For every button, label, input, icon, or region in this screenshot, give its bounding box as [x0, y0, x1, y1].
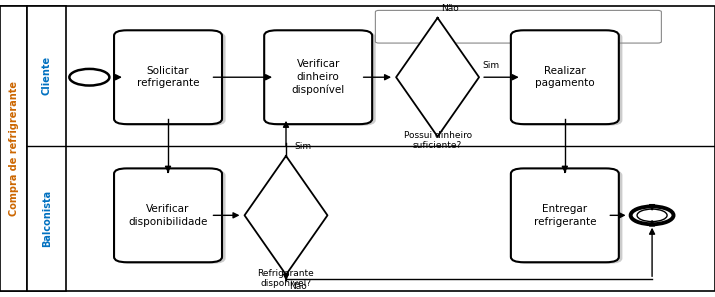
Text: Sim: Sim — [295, 143, 312, 151]
FancyBboxPatch shape — [265, 30, 372, 124]
FancyBboxPatch shape — [267, 32, 376, 126]
FancyBboxPatch shape — [515, 32, 622, 126]
FancyBboxPatch shape — [511, 30, 618, 124]
Bar — [27, 6, 66, 291]
FancyBboxPatch shape — [511, 168, 618, 262]
FancyBboxPatch shape — [114, 168, 222, 262]
Polygon shape — [396, 18, 479, 137]
FancyBboxPatch shape — [515, 170, 622, 264]
Text: Verificar
disponibilidade: Verificar disponibilidade — [128, 204, 208, 227]
Text: Sim: Sim — [483, 61, 500, 70]
Circle shape — [631, 206, 674, 224]
Text: Não: Não — [441, 4, 459, 13]
Bar — [0, 6, 27, 291]
Polygon shape — [245, 156, 327, 275]
Text: Possui dinheiro
suficiente?: Possui dinheiro suficiente? — [403, 131, 472, 150]
Circle shape — [637, 209, 667, 222]
Text: Entregar
refrigerante: Entregar refrigerante — [533, 204, 596, 227]
Text: Refrigerante
disponível?: Refrigerante disponível? — [257, 269, 315, 288]
Text: Verificar
dinheiro
disponível: Verificar dinheiro disponível — [292, 59, 345, 95]
Text: Compra de refrigrerante: Compra de refrigrerante — [9, 81, 19, 216]
Text: Realizar
pagamento: Realizar pagamento — [535, 66, 595, 89]
Circle shape — [69, 69, 109, 86]
FancyBboxPatch shape — [114, 30, 222, 124]
Text: Cliente: Cliente — [42, 56, 51, 95]
FancyBboxPatch shape — [117, 170, 226, 264]
FancyBboxPatch shape — [117, 32, 226, 126]
Text: Não: Não — [290, 282, 307, 291]
Text: Balconista: Balconista — [42, 190, 51, 247]
Text: Solicitar
refrigerante: Solicitar refrigerante — [137, 66, 199, 89]
